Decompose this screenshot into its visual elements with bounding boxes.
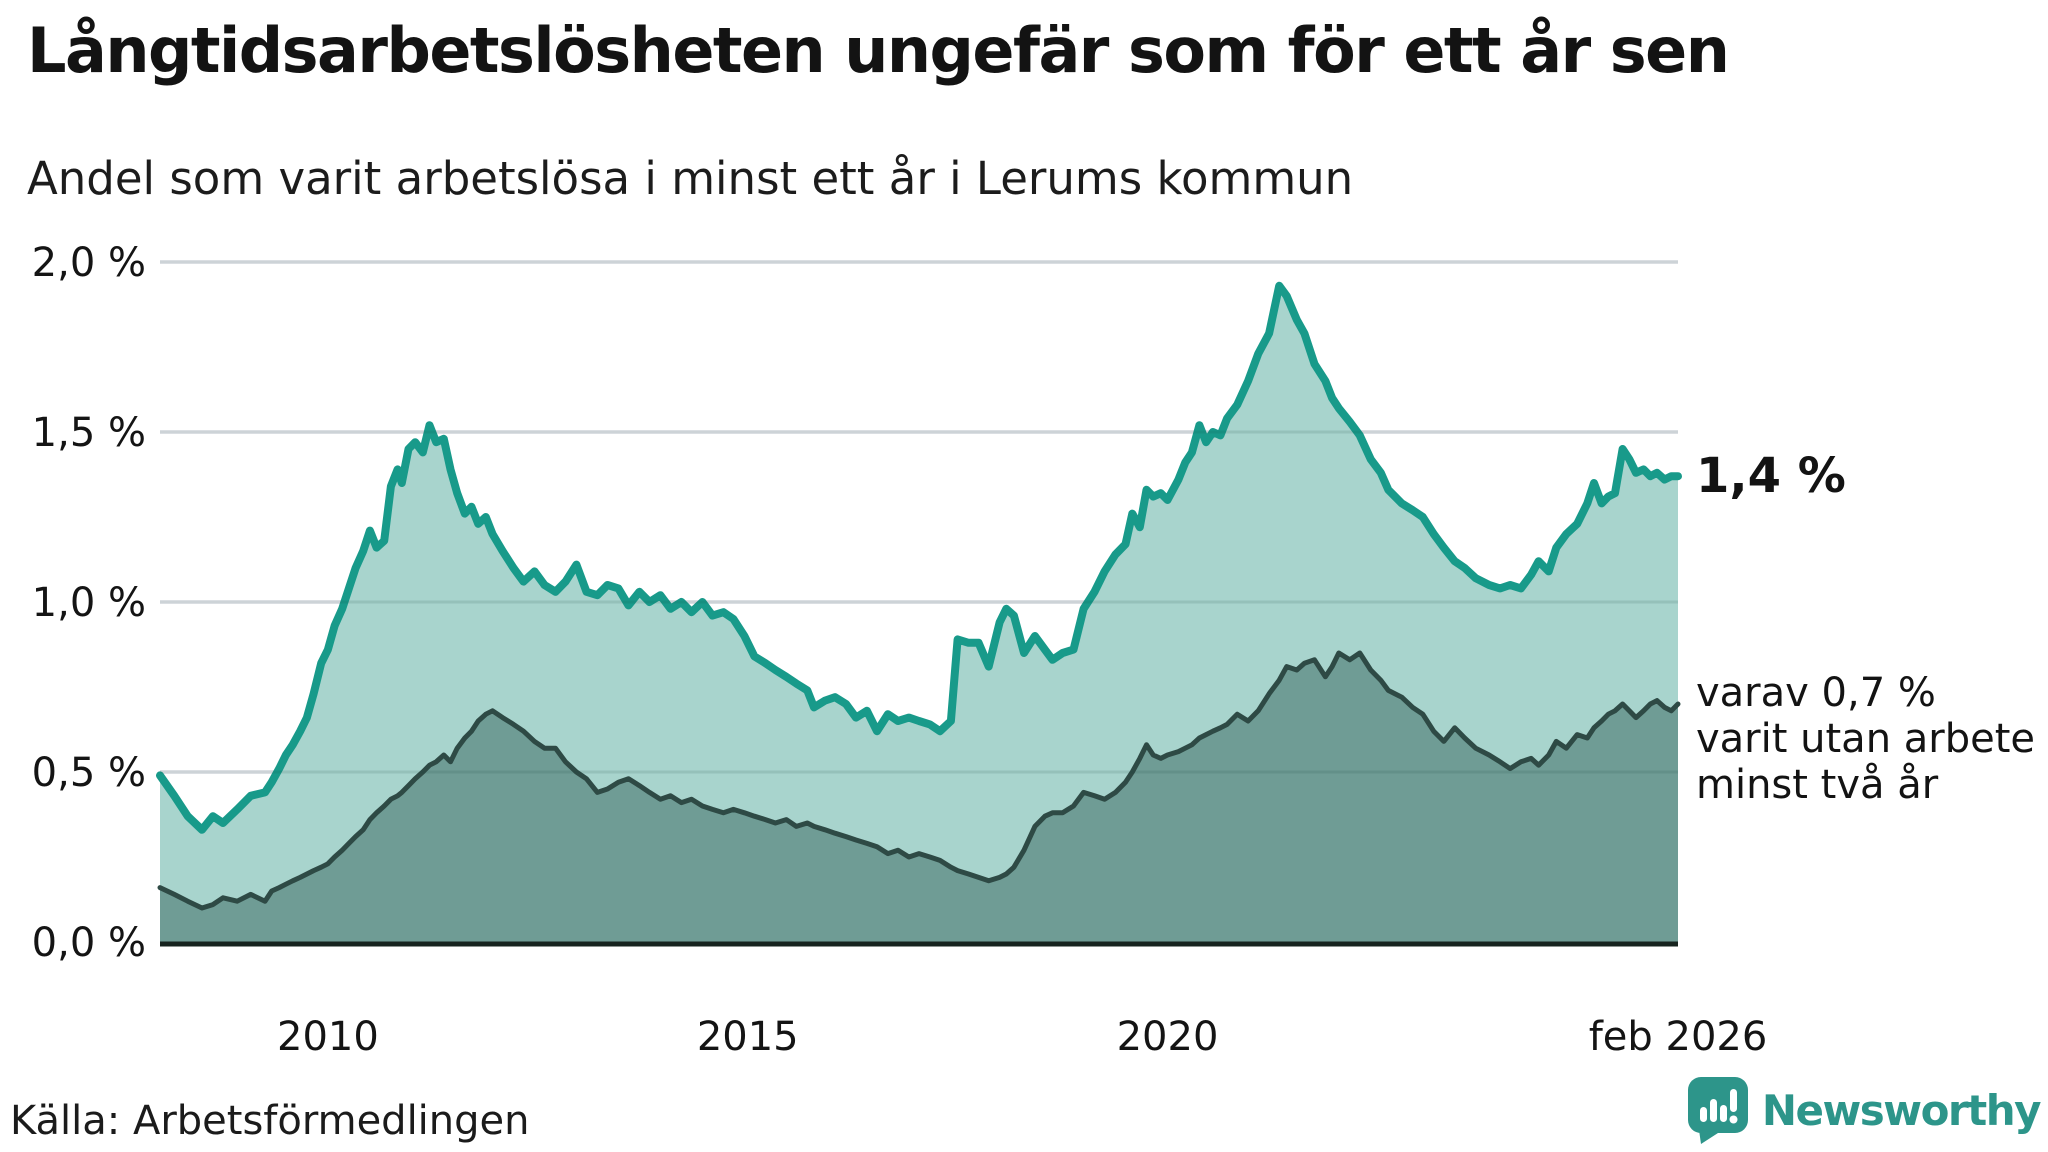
- end-value-annotation: 1,4 %: [1696, 448, 1846, 504]
- x-tick-label: 2015: [697, 1014, 799, 1060]
- x-tick-label: 2010: [277, 1014, 379, 1060]
- series-line-2: [157, 650, 1681, 911]
- source-label: Källa: Arbetsförmedlingen: [10, 1098, 530, 1144]
- y-tick-label: 1,0 %: [32, 580, 146, 626]
- y-tick-label: 1,5 %: [32, 410, 146, 456]
- y-tick-label: 0,5 %: [32, 750, 146, 796]
- x-tick-label: feb 2026: [1589, 1014, 1768, 1060]
- page-title: Långtidsarbetslösheten ungefär som för e…: [27, 14, 1730, 87]
- series-line-1: [156, 281, 1682, 834]
- series-area-2: [160, 653, 1678, 942]
- y-tick-label: 0,0 %: [32, 920, 146, 966]
- newsworthy-logo-text: Newsworthy: [1761, 1085, 2042, 1135]
- secondary-annotation-line: varav 0,7 %: [1696, 670, 1936, 716]
- x-tick-label: 2020: [1117, 1014, 1219, 1060]
- newsworthy-logo: Newsworthy: [1687, 1076, 2042, 1144]
- page-subtitle: Andel som varit arbetslösa i minst ett å…: [27, 152, 1354, 205]
- secondary-annotation-line: varit utan arbete: [1696, 716, 2035, 762]
- bar-chart-speech-bubble-icon: [1687, 1077, 1748, 1144]
- secondary-annotation-line: minst två år: [1696, 762, 1939, 808]
- y-tick-label: 2,0 %: [32, 240, 146, 286]
